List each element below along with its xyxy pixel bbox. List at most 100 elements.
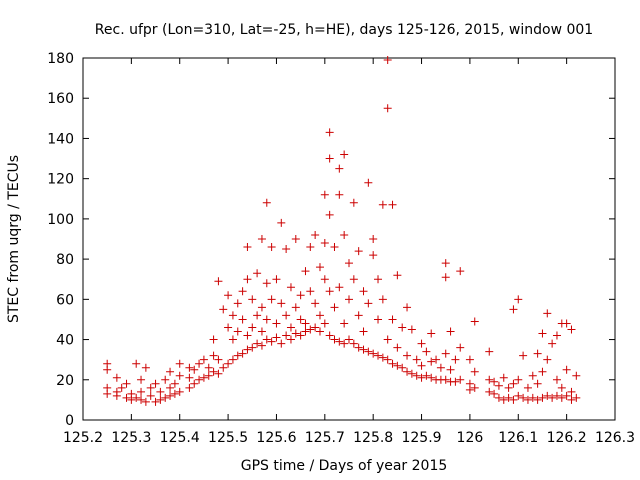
data-point: [528, 393, 537, 402]
data-point: [286, 323, 295, 332]
data-point: [407, 325, 416, 334]
data-point: [403, 367, 412, 376]
data-point: [267, 243, 276, 252]
data-point: [335, 164, 344, 173]
y-axis-label: STEC from uqrg / TECUs: [6, 155, 22, 323]
data-point: [485, 387, 494, 396]
data-point: [465, 355, 474, 364]
data-point: [562, 365, 571, 374]
data-point: [238, 349, 247, 358]
data-point: [349, 339, 358, 348]
data-point: [456, 267, 465, 276]
data-point: [209, 367, 218, 376]
data-point: [233, 327, 242, 336]
data-point: [156, 387, 165, 396]
x-tick-label: 125.4: [160, 430, 200, 446]
data-point: [112, 373, 121, 382]
data-point: [485, 375, 494, 384]
data-point: [436, 363, 445, 372]
data-point: [199, 355, 208, 364]
data-point: [151, 379, 160, 388]
data-point: [451, 377, 460, 386]
data-point: [567, 395, 576, 404]
data-point: [151, 397, 160, 406]
x-tick-label: 125.8: [353, 430, 393, 446]
data-point: [378, 200, 387, 209]
data-point: [243, 345, 252, 354]
data-point: [345, 335, 353, 344]
data-point: [562, 391, 571, 400]
data-point: [282, 311, 291, 320]
data-point: [112, 391, 121, 400]
data-point: [523, 383, 532, 392]
data-point: [354, 311, 363, 320]
data-point: [494, 393, 503, 402]
data-point: [349, 275, 358, 284]
data-point: [383, 104, 392, 113]
data-point: [320, 190, 329, 199]
data-point: [427, 373, 436, 382]
data-point: [209, 335, 218, 344]
data-point: [378, 353, 387, 362]
data-point: [170, 389, 179, 398]
data-point: [175, 359, 184, 368]
data-point: [572, 371, 581, 380]
data-point: [403, 303, 412, 312]
data-point: [441, 273, 450, 282]
data-point: [228, 311, 237, 320]
y-tick-label: 60: [56, 292, 74, 308]
data-point: [557, 383, 566, 392]
y-tick-label: 20: [56, 373, 74, 389]
x-tick-label: 125.9: [401, 430, 441, 446]
data-point: [451, 355, 460, 364]
data-point: [470, 383, 479, 392]
data-point: [407, 369, 416, 378]
data-point: [523, 395, 532, 404]
data-point: [253, 269, 262, 278]
data-point: [533, 349, 542, 358]
x-tick-label: 126.2: [547, 430, 587, 446]
data-point: [267, 337, 276, 346]
data-point: [286, 335, 295, 344]
data-point: [291, 235, 300, 243]
data-point: [204, 371, 213, 380]
data-point: [257, 235, 266, 243]
data-point: [122, 393, 131, 402]
data-point: [320, 319, 329, 328]
data-point: [219, 363, 228, 372]
data-point: [132, 359, 141, 368]
data-point: [282, 245, 291, 254]
data-point: [369, 349, 378, 358]
data-point: [127, 389, 136, 398]
data-point: [557, 393, 566, 402]
data-point: [122, 379, 131, 388]
data-point: [306, 287, 315, 296]
data-point: [364, 178, 373, 187]
data-point: [166, 383, 175, 392]
data-point: [238, 315, 247, 324]
y-tick-label: 120: [47, 172, 74, 188]
data-point: [538, 329, 547, 338]
data-point: [291, 303, 300, 312]
data-point: [330, 243, 339, 252]
data-point: [166, 367, 175, 376]
data-point: [519, 351, 528, 360]
data-point: [170, 379, 179, 388]
data-point: [509, 379, 518, 388]
data-point: [185, 383, 194, 392]
data-point: [315, 311, 324, 320]
data-points: [103, 56, 581, 406]
data-point: [224, 323, 233, 332]
data-point: [190, 365, 199, 374]
x-tick-label: 126: [457, 430, 484, 446]
data-point: [195, 359, 204, 368]
data-point: [257, 327, 266, 336]
data-point: [393, 271, 402, 280]
data-point: [441, 259, 450, 268]
data-point: [422, 371, 431, 380]
data-point: [388, 315, 397, 324]
data-point: [272, 333, 281, 342]
data-point: [330, 335, 339, 344]
data-point: [257, 341, 266, 350]
data-point: [519, 393, 528, 402]
